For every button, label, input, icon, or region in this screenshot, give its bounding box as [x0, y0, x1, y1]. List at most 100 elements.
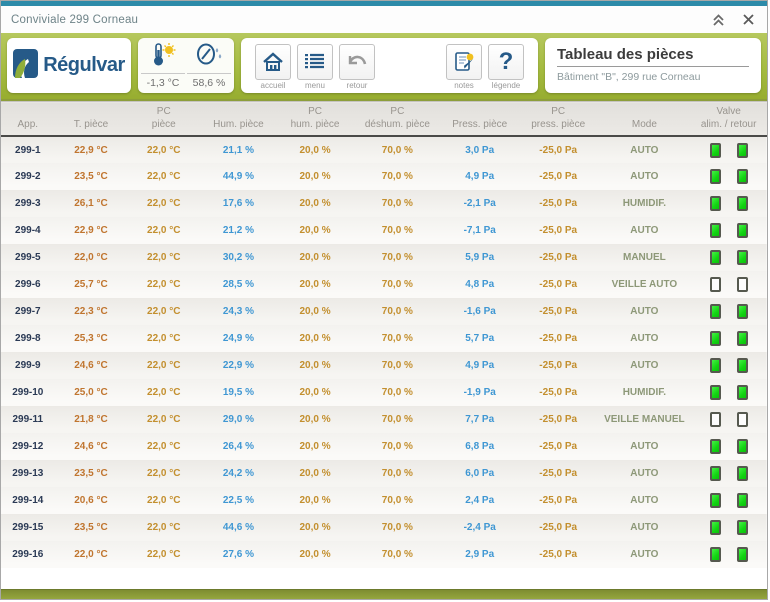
- page-subtitle: Bâtiment "B", 299 rue Corneau: [557, 71, 701, 83]
- cell-room-pressure: 6,8 Pa: [465, 441, 495, 452]
- cell-dehumidify-setpoint: 70,0 %: [381, 441, 413, 452]
- column-header: Press. pièce: [441, 101, 518, 137]
- table-row[interactable]: 299-13 23,5 °C 22,0 °C 24,2 % 20,0 % 70,0 % 6,…: [1, 460, 767, 487]
- cell-mode: VEILLE AUTO: [611, 279, 678, 290]
- menu-button[interactable]: menu: [297, 43, 333, 90]
- cell-pressure-setpoint: -25,0 Pa: [539, 252, 578, 263]
- cell-room-humidity: 22,9 %: [222, 360, 254, 371]
- table-row[interactable]: 299-10 25,0 °C 22,0 °C 19,5 % 20,0 % 70,0 % -1…: [1, 379, 767, 406]
- table-row[interactable]: 299-6 25,7 °C 22,0 °C 28,5 % 20,0 % 70,0 % 4,8…: [1, 271, 767, 298]
- cell-room-setpoint: 22,0 °C: [147, 549, 181, 560]
- cell-mode: AUTO: [630, 333, 659, 344]
- cell-app: 299-9: [15, 360, 41, 371]
- cell-app: 299-7: [15, 306, 41, 317]
- cell-room-humidity: 24,3 %: [222, 306, 254, 317]
- cell-room-temp: 20,6 °C: [74, 495, 108, 506]
- cell-humidity-setpoint: 20,0 %: [299, 333, 331, 344]
- valve-supply-indicator: [709, 277, 721, 292]
- cell-pressure-setpoint: -25,0 Pa: [539, 225, 578, 236]
- valve-supply-indicator: [709, 169, 721, 184]
- cell-room-pressure: -2,1 Pa: [463, 198, 496, 209]
- column-header: App.: [1, 101, 55, 137]
- cell-dehumidify-setpoint: 70,0 %: [381, 225, 413, 236]
- cell-room-humidity: 27,6 %: [222, 549, 254, 560]
- cell-room-setpoint: 22,0 °C: [147, 333, 181, 344]
- cell-mode: MANUEL: [622, 252, 666, 263]
- cell-room-humidity: 21,1 %: [222, 144, 254, 156]
- cell-room-humidity: 44,9 %: [222, 171, 254, 182]
- cell-room-pressure: -2,4 Pa: [463, 522, 496, 533]
- cell-pressure-setpoint: -25,0 Pa: [539, 144, 578, 156]
- cell-app: 299-11: [12, 414, 44, 425]
- table-row[interactable]: 299-8 25,3 °C 22,0 °C 24,9 % 20,0 % 70,0 % 5,7…: [1, 325, 767, 352]
- valve-supply-indicator: [709, 196, 721, 211]
- cell-room-temp: 22,0 °C: [74, 252, 108, 263]
- notes-button[interactable]: notes: [446, 43, 482, 90]
- menu-list-icon: [297, 43, 333, 80]
- table-row[interactable]: 299-2 23,5 °C 22,0 °C 44,9 % 20,0 % 70,0 % 4,9…: [1, 163, 767, 190]
- cell-humidity-setpoint: 20,0 %: [299, 306, 331, 317]
- valve-return-indicator: [736, 412, 748, 427]
- cell-room-pressure: 7,7 Pa: [465, 414, 495, 425]
- table-row[interactable]: 299-16 22,0 °C 22,0 °C 27,6 % 20,0 % 70,0 % 2,…: [1, 541, 767, 568]
- cell-room-setpoint: 22,0 °C: [147, 441, 181, 452]
- valve-return-indicator: [736, 196, 748, 211]
- table-row[interactable]: 299-11 21,8 °C 22,0 °C 29,0 % 20,0 % 70,0 % 7,…: [1, 406, 767, 433]
- cell-app: 299-1: [15, 144, 41, 156]
- table-row[interactable]: 299-12 24,6 °C 22,0 °C 26,4 % 20,0 % 70,0 % 6,…: [1, 433, 767, 460]
- cell-humidity-setpoint: 20,0 %: [299, 441, 331, 452]
- undo-arrow-icon: [339, 43, 375, 80]
- cell-humidity-setpoint: 20,0 %: [299, 522, 331, 533]
- cell-app: 299-10: [12, 387, 44, 398]
- table-row[interactable]: 299-3 26,1 °C 22,0 °C 17,6 % 20,0 % 70,0 % -2,…: [1, 190, 767, 217]
- cell-room-setpoint: 22,0 °C: [147, 144, 181, 156]
- cell-humidity-setpoint: 20,0 %: [299, 387, 331, 398]
- table-header: App. T. pièce PC pièce Hum. pièce PC hum. pièc…: [1, 101, 767, 137]
- table-row[interactable]: 299-15 23,5 °C 22,0 °C 44,6 % 20,0 % 70,0 % -2…: [1, 514, 767, 541]
- cell-room-setpoint: 22,0 °C: [147, 360, 181, 371]
- table-row[interactable]: 299-5 22,0 °C 22,0 °C 30,2 % 20,0 % 70,0 % 5,9…: [1, 244, 767, 271]
- cell-valves: [690, 190, 767, 217]
- cell-valves: [690, 325, 767, 352]
- cell-room-humidity: 24,2 %: [222, 468, 254, 479]
- question-mark-icon: ?: [488, 43, 524, 80]
- cell-room-temp: 21,8 °C: [74, 414, 108, 425]
- cell-room-pressure: 5,7 Pa: [465, 333, 495, 344]
- table-row[interactable]: 299-4 22,9 °C 22,0 °C 21,2 % 20,0 % 70,0 % -7,…: [1, 217, 767, 244]
- table-row[interactable]: 299-9 24,6 °C 22,0 °C 22,9 % 20,0 % 70,0 % 4,9…: [1, 352, 767, 379]
- table-row[interactable]: 299-1 22,9 °C 22,0 °C 21,1 % 20,0 % 70,0 % 3,0…: [1, 136, 767, 163]
- close-icon[interactable]: [739, 11, 757, 29]
- cell-humidity-setpoint: 20,0 %: [299, 495, 331, 506]
- table-row[interactable]: 299-14 20,6 °C 22,0 °C 22,5 % 20,0 % 70,0 % 2,…: [1, 487, 767, 514]
- cell-pressure-setpoint: -25,0 Pa: [539, 333, 578, 344]
- valve-supply-indicator: [709, 466, 721, 481]
- cell-mode: AUTO: [630, 360, 659, 371]
- rooms-table-container: App. T. pièce PC pièce Hum. pièce PC hum. pièc…: [1, 101, 767, 589]
- cell-room-temp: 25,0 °C: [74, 387, 108, 398]
- cell-room-humidity: 29,0 %: [222, 414, 254, 425]
- cell-room-temp: 23,5 °C: [74, 468, 108, 479]
- table-row[interactable]: 299-7 22,3 °C 22,0 °C 24,3 % 20,0 % 70,0 % -1,…: [1, 298, 767, 325]
- cell-mode: HUMIDIF.: [622, 198, 667, 209]
- cell-room-setpoint: 22,0 °C: [147, 198, 181, 209]
- legend-button[interactable]: ? légende: [488, 43, 524, 90]
- column-header: Valve alim. / retour: [690, 101, 767, 137]
- cell-app: 299-16: [12, 549, 44, 560]
- cell-humidity-setpoint: 20,0 %: [299, 225, 331, 236]
- column-header: Mode: [598, 101, 691, 137]
- cell-room-temp: 23,5 °C: [74, 171, 108, 182]
- header-band: Régulvar -1,3 °C: [1, 33, 767, 101]
- cell-dehumidify-setpoint: 70,0 %: [381, 468, 413, 479]
- back-button[interactable]: retour: [339, 43, 375, 90]
- valve-return-indicator: [736, 547, 748, 562]
- cell-room-pressure: 2,9 Pa: [465, 549, 495, 560]
- valve-supply-indicator: [709, 142, 721, 158]
- notes-button-label: notes: [454, 80, 474, 90]
- cell-mode: AUTO: [630, 495, 659, 506]
- outdoor-humidity: 58,6 %: [187, 42, 231, 89]
- collapse-icon[interactable]: [709, 11, 727, 29]
- cell-dehumidify-setpoint: 70,0 %: [381, 414, 413, 425]
- home-button[interactable]: accueil: [255, 43, 291, 90]
- cell-mode: HUMIDIF.: [622, 387, 667, 398]
- cell-room-pressure: 4,9 Pa: [465, 171, 495, 182]
